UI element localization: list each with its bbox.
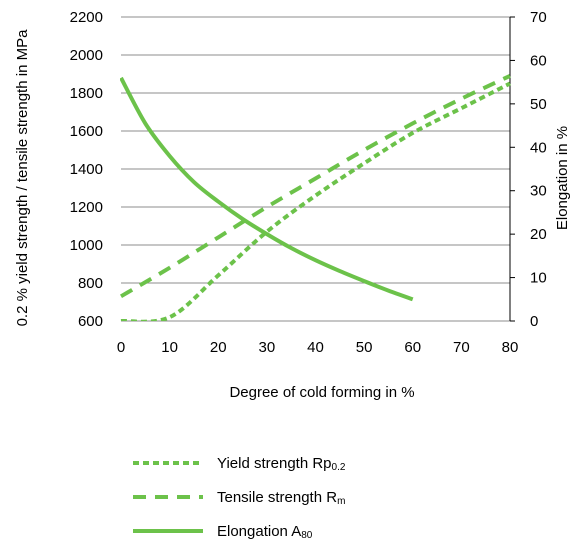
x-tick-label: 50 [356,339,373,356]
legend-label: Yield strength Rp0.2 [217,455,346,473]
x-axis-title: Degree of cold forming in % [229,384,414,401]
y-right-tick-label: 50 [530,96,547,113]
y-left-tick-label: 1800 [70,85,103,102]
series-line-solid [120,76,414,302]
legend-label-main: Tensile strength R [217,489,337,506]
y-right-tick-label: 60 [530,52,547,69]
y-left-tick-label: 1000 [70,237,103,254]
axis-titles: Degree of cold forming in % 0.2 % yield … [14,29,571,401]
series-lines [120,74,511,321]
grid [121,16,510,322]
legend-label-main: Yield strength Rp [217,455,332,472]
x-tick-label: 40 [307,339,324,356]
x-tick-label: 0 [117,339,125,356]
tick-labels: 0 10 20 30 40 50 60 70 8060080010001200140016001… [70,9,547,356]
x-tick-label: 10 [161,339,178,356]
y-right-tick-label: 30 [530,183,547,200]
y-right-tick-label: 70 [530,9,547,26]
legend-label-subscript: 0.2 [332,462,346,473]
legend-label: Elongation A80 [217,523,313,541]
series-line-dashed [120,74,511,299]
y-right-tick-label: 0 [530,313,538,330]
x-tick-label: 20 [210,339,227,356]
y-right-tick-label: 10 [530,270,547,287]
y-right-tick-label: 20 [530,226,547,243]
y-right-tick-label: 40 [530,139,547,156]
y-left-tick-label: 2200 [70,9,103,26]
y-left-tick-label: 1600 [70,123,103,140]
y-left-tick-label: 600 [78,313,103,330]
legend-label: Tensile strength Rm [217,489,345,507]
y-left-tick-label: 1400 [70,161,103,178]
x-tick-label: 70 [453,339,470,356]
y-axis-right-title: Elongation in % [554,126,571,230]
y-left-tick-label: 1200 [70,199,103,216]
x-tick-label: 80 [502,339,519,356]
y-left-tick-label: 800 [78,275,103,292]
x-tick-label: 60 [404,339,421,356]
series-line-dotted [120,81,511,321]
legend-label-subscript: m [337,496,345,507]
y-left-tick-label: 2000 [70,47,103,64]
legend: Yield strength Rp0.2 Tensile strength Rm E… [133,455,346,541]
x-tick-label: 30 [259,339,276,356]
legend-label-main: Elongation A [217,523,301,540]
axes [121,16,515,322]
legend-label-subscript: 80 [301,530,313,541]
y-axis-left-title: 0.2 % yield strength / tensile strength … [14,29,31,326]
